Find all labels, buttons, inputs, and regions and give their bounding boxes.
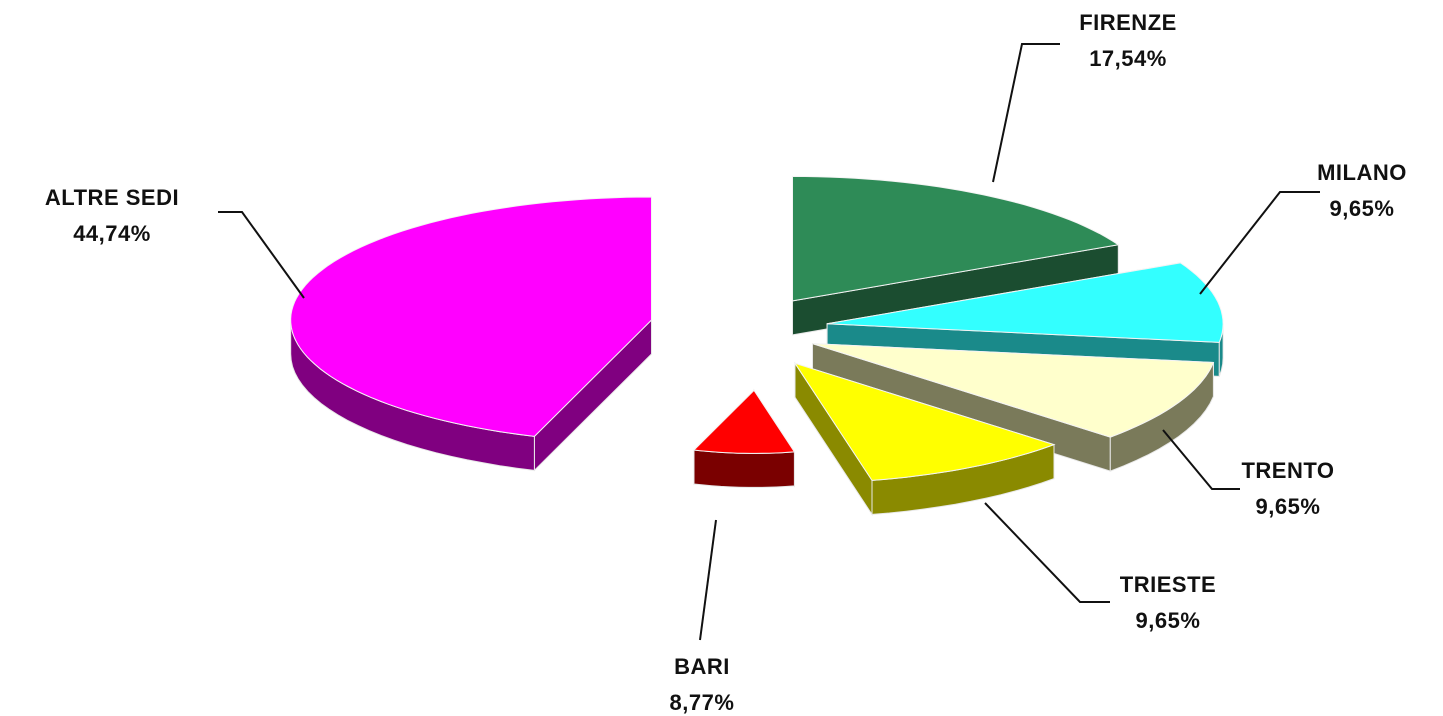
slice-altre-sedi xyxy=(290,196,652,472)
slice-value-trento: 9,65% xyxy=(1256,494,1321,519)
leader-line-altre-sedi xyxy=(218,211,305,299)
slice-top-milano xyxy=(827,262,1224,343)
slice-label-firenze: FIRENZE xyxy=(1079,10,1177,35)
slice-value-milano: 9,65% xyxy=(1330,196,1395,221)
slice-value-trieste: 9,65% xyxy=(1136,608,1201,633)
leader-line-trento xyxy=(1162,429,1240,490)
slice-value-firenze: 17,54% xyxy=(1089,46,1167,71)
leader-line-firenze xyxy=(992,43,1060,183)
slice-label-trento: TRENTO xyxy=(1241,458,1334,483)
slice-top-altre-sedi xyxy=(290,196,652,437)
slice-value-altre-sedi: 44,74% xyxy=(73,221,151,246)
slice-labels: FIRENZE 17,54% MILANO 9,65% TRENTO 9,65% TRIES… xyxy=(45,10,1407,715)
slice-label-trieste: TRIESTE xyxy=(1120,572,1216,597)
slice-top-firenze xyxy=(792,175,1120,302)
slice-trieste xyxy=(793,361,1056,517)
leader-line-bari xyxy=(699,519,717,641)
slice-top-trento xyxy=(812,343,1215,438)
slice-firenze xyxy=(792,175,1120,336)
slice-value-bari: 8,77% xyxy=(670,690,735,715)
leader-line-trieste xyxy=(984,502,1110,603)
slice-bari xyxy=(692,388,796,488)
slice-label-milano: MILANO xyxy=(1317,160,1407,185)
pie-slices xyxy=(290,175,1224,517)
leader-lines xyxy=(218,43,1320,641)
slice-label-altre-sedi: ALTRE SEDI xyxy=(45,185,179,210)
leader-line-milano xyxy=(1199,191,1320,295)
slice-label-bari: BARI xyxy=(674,654,730,679)
slice-rim xyxy=(693,449,795,488)
slice-top-trieste xyxy=(793,362,1056,481)
slice-top-bari xyxy=(692,389,796,454)
